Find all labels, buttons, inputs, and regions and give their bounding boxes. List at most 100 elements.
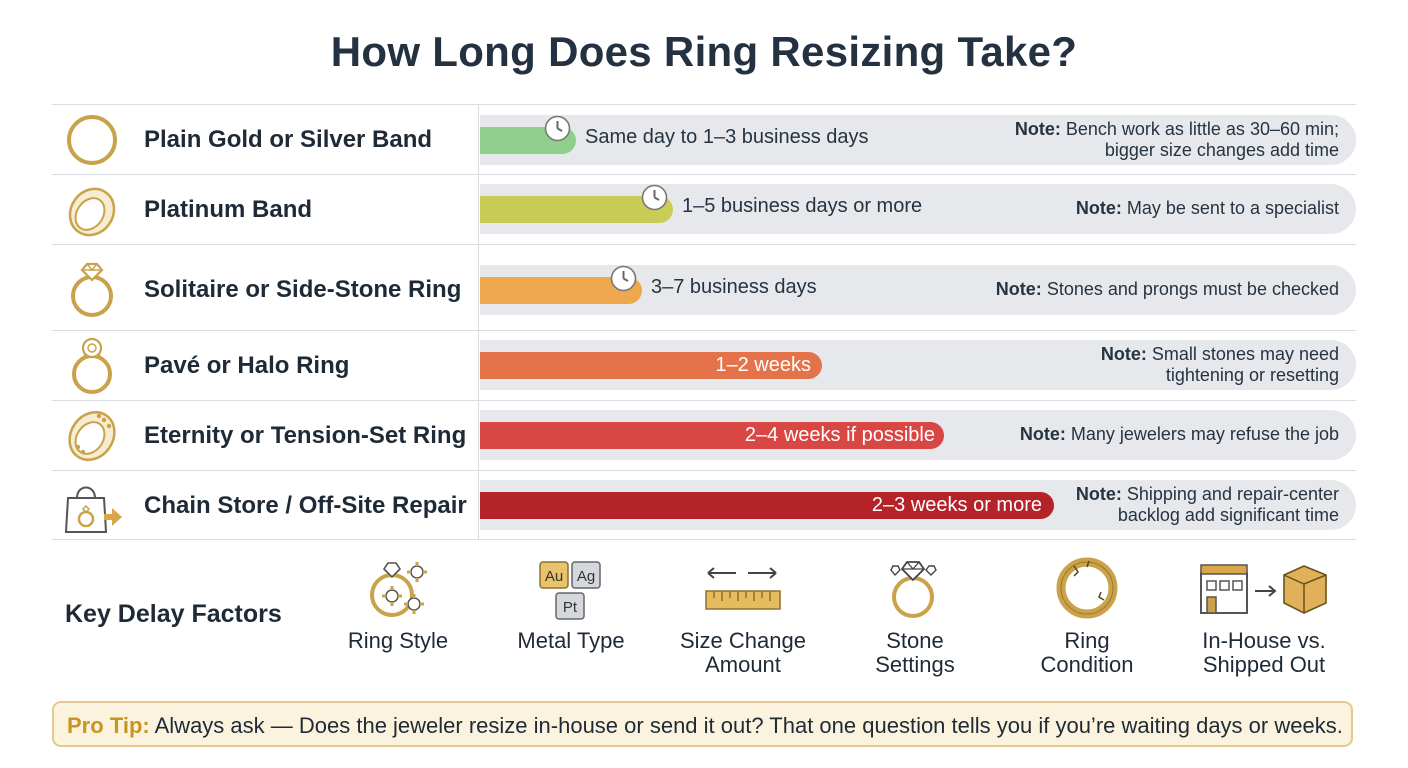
table-row: Solitaire or Side-Stone Ring 3–7 busines…: [52, 244, 1356, 330]
note: Note: Small stones may need tightening or…: [1101, 344, 1339, 386]
shopping-bag-arrow-icon: [60, 474, 124, 538]
table-row: Plain Gold or Silver Band Same day to 1–…: [52, 104, 1356, 174]
ring-gears-icon: [308, 555, 488, 621]
factor-label: Ring Condition: [997, 629, 1177, 677]
resize-timeline-table: Plain Gold or Silver Band Same day to 1–…: [52, 104, 1356, 540]
clock-icon: [543, 114, 572, 143]
pro-tip-body: Always ask — Does the jeweler resize in-…: [154, 713, 1343, 738]
factor-metal-type: Au Ag Pt Metal Type: [481, 555, 661, 653]
note: Note: Stones and prongs must be checked: [996, 279, 1339, 300]
note: Note: Many jewelers may refuse the job: [1020, 424, 1339, 445]
column-divider: [478, 104, 479, 540]
row-divider: [52, 104, 1356, 105]
plain-band-icon: [60, 108, 124, 172]
table-row: Platinum Band 1–5 business days or more …: [52, 174, 1356, 244]
row-label: Chain Store / Off-Site Repair: [144, 492, 467, 519]
duration-label: Same day to 1–3 business days: [585, 126, 869, 148]
duration-label: 2–4 weeks if possible: [744, 424, 935, 446]
duration-label: 1–5 business days or more: [682, 195, 923, 217]
chip-au: Au: [545, 568, 563, 585]
pro-tip-box: Pro Tip: Always ask — Does the jeweler r…: [52, 701, 1353, 747]
row-divider: [52, 539, 1356, 540]
factor-label: In-House vs. Shipped Out: [1174, 629, 1354, 677]
note-text: Bench work as little as 30–60 min;: [1065, 119, 1339, 139]
table-row: Chain Store / Off-Site Repair 2–3 weeks …: [52, 470, 1356, 540]
store-to-box-icon: [1174, 555, 1354, 621]
factor-label-line: Ring Style: [347, 628, 449, 653]
note-text: Shipping and repair-center: [1126, 484, 1339, 504]
factor-size-change: Size Change Amount: [653, 555, 833, 677]
halo-ring-icon: [60, 334, 124, 398]
eternity-ring-icon: [60, 403, 124, 467]
duration-bar: [480, 196, 673, 223]
note-prefix: Note:: [1075, 198, 1122, 218]
factor-label-line: Shipped Out: [1202, 652, 1326, 677]
row-label: Plain Gold or Silver Band: [144, 126, 433, 153]
row-divider: [52, 330, 1356, 331]
duration-track: 1–2 weeks Note: Small stones may need tig…: [480, 340, 1356, 390]
diamond-ring-icon: [825, 555, 1005, 621]
factor-label: Size Change Amount: [653, 629, 833, 677]
note: Note: May be sent to a specialist: [1076, 198, 1339, 219]
row-divider: [52, 470, 1356, 471]
note-prefix: Note:: [1014, 119, 1061, 139]
duration-label: 2–3 weeks or more: [871, 494, 1042, 516]
factor-stone-settings: Stone Settings: [825, 555, 1005, 677]
duration-track: 2–4 weeks if possible Note: Many jeweler…: [480, 410, 1356, 460]
chip-pt: Pt: [563, 599, 578, 616]
factor-label-line: Stone: [886, 628, 944, 653]
duration-label: 3–7 business days: [651, 276, 817, 298]
row-divider: [52, 174, 1356, 175]
note-prefix: Note:: [1075, 484, 1122, 504]
note-text: May be sent to a specialist: [1126, 198, 1339, 218]
metal-elements-icon: Au Ag Pt: [481, 555, 661, 621]
duration-track: 1–5 business days or more Note: May be s…: [480, 184, 1356, 234]
note: Note: Bench work as little as 30–60 min;…: [1015, 119, 1339, 161]
platinum-band-icon: [60, 178, 124, 242]
note-prefix: Note:: [1100, 344, 1147, 364]
duration-track: Same day to 1–3 business days Note: Benc…: [480, 115, 1356, 165]
note-text: Stones and prongs must be checked: [1046, 279, 1339, 299]
note-text: bigger size changes add time: [1104, 140, 1339, 160]
factor-label: Ring Style: [308, 629, 488, 653]
clock-icon: [609, 264, 638, 293]
clock-icon: [640, 183, 669, 212]
factor-label-line: Metal Type: [517, 628, 625, 653]
key-delay-title: Key Delay Factors: [65, 600, 282, 628]
row-divider: [52, 400, 1356, 401]
duration-bar: 2–4 weeks if possible: [480, 422, 944, 449]
note-text: tightening or resetting: [1165, 365, 1339, 385]
duration-track: 3–7 business days Note: Stones and prong…: [480, 265, 1356, 315]
factor-in-house-vs-shipped: In-House vs. Shipped Out: [1174, 555, 1354, 677]
factor-label-line: In-House vs.: [1202, 628, 1326, 653]
duration-track: 2–3 weeks or more Note: Shipping and rep…: [480, 480, 1356, 530]
factor-label: Metal Type: [481, 629, 661, 653]
table-row: Pavé or Halo Ring 1–2 weeks Note: Small …: [52, 330, 1356, 400]
pro-tip-text: Pro Tip: Always ask — Does the jeweler r…: [67, 713, 1343, 739]
duration-bar: 1–2 weeks: [480, 352, 822, 379]
row-label: Pavé or Halo Ring: [144, 352, 350, 379]
note-text: Small stones may need: [1151, 344, 1339, 364]
row-divider: [52, 244, 1356, 245]
factor-label: Stone Settings: [825, 629, 1005, 677]
factor-label-line: Condition: [1040, 652, 1134, 677]
row-label: Platinum Band: [144, 196, 313, 223]
row-label: Solitaire or Side-Stone Ring: [144, 276, 462, 303]
chip-ag: Ag: [577, 568, 595, 585]
page-title: How Long Does Ring Resizing Take?: [330, 28, 1078, 75]
factor-ring-condition: Ring Condition: [997, 555, 1177, 677]
factor-ring-style: Ring Style: [308, 555, 488, 653]
cracked-ring-icon: [997, 555, 1177, 621]
note-prefix: Note:: [1019, 424, 1066, 444]
factor-label-line: Amount: [705, 652, 781, 677]
factor-label-line: Size Change: [680, 628, 806, 653]
note-text: backlog add significant time: [1117, 505, 1339, 525]
solitaire-ring-icon: [60, 256, 124, 320]
note-text: Many jewelers may refuse the job: [1070, 424, 1339, 444]
pro-tip-label: Pro Tip:: [67, 713, 150, 738]
duration-label: 1–2 weeks: [715, 354, 811, 376]
note-prefix: Note:: [995, 279, 1042, 299]
duration-bar: 2–3 weeks or more: [480, 492, 1054, 519]
row-label: Eternity or Tension-Set Ring: [144, 422, 467, 449]
ruler-arrows-icon: [653, 555, 833, 621]
